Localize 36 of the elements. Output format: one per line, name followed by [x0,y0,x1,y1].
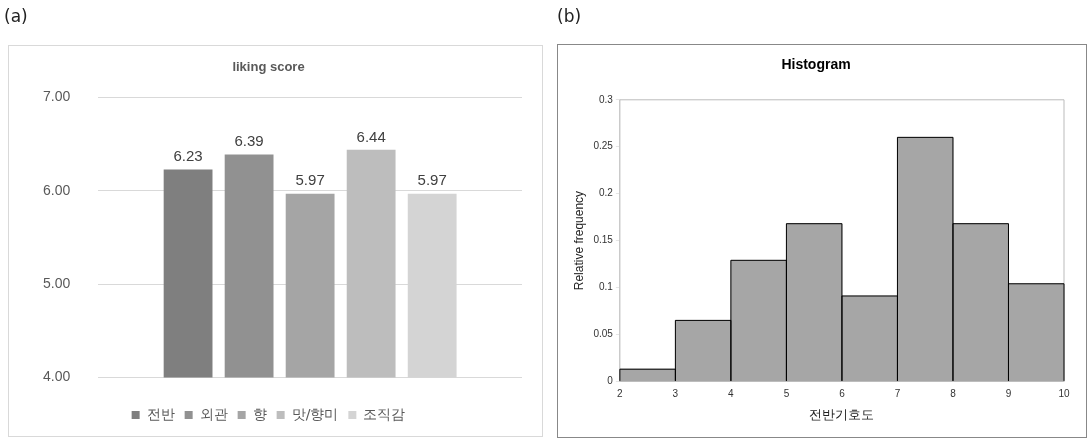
y-tick-label: 4.00 [43,368,71,385]
legend-label: 향 [252,405,267,422]
y-tick-label: 0.3 [598,93,614,105]
y-tick-label: 6.00 [43,181,71,198]
data-label: 6.39 [234,132,264,150]
x-tick-label: 4 [728,388,735,400]
y-tick-label: 5.00 [43,275,71,292]
data-label: 6.23 [173,147,203,165]
y-axis-title: Relative frequency [571,190,586,291]
y-tick-label: 0.1 [598,281,614,293]
y-tick-label: 0.25 [593,140,614,152]
chart-title: liking score [232,59,305,75]
x-tick-label: 7 [894,388,901,400]
y-tick-label: 0 [607,375,614,387]
chart-title: Histogram [781,56,851,73]
x-tick-label: 5 [783,388,790,400]
y-tick-label: 0.15 [593,234,614,246]
y-tick-label: 0.2 [598,187,614,199]
legend-label: 조직감 [363,405,406,422]
x-tick-label: 2 [617,388,624,400]
data-label: 5.97 [417,171,447,189]
legend-label: 외관 [199,405,228,422]
x-tick-label: 3 [672,388,679,400]
text: (b) [557,6,582,26]
x-tick-label: 6 [839,388,846,400]
x-tick-label: 10 [1058,388,1070,400]
y-tick-label: 7.00 [43,88,71,105]
x-tick-label: 8 [950,388,957,400]
x-tick-label: 9 [1005,388,1012,400]
x-axis-title: 전반기호도 [809,406,875,422]
legend-label: 전반 [146,405,175,422]
text: (a) [4,6,28,26]
data-label: 6.44 [356,127,386,145]
y-tick-label: 0.05 [593,328,614,340]
legend-label: 맛/향미 [291,405,339,422]
data-label: 5.97 [295,171,325,189]
